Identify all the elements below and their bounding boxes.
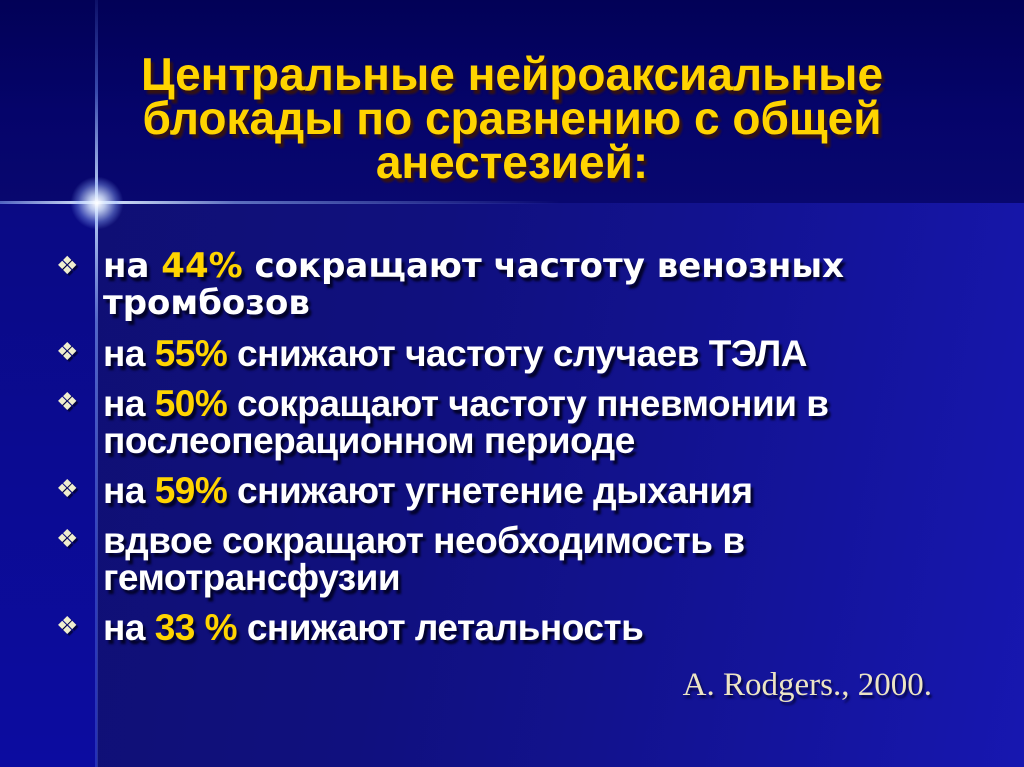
diamond-bullet-icon: ❖ [56,388,78,416]
diamond-bullet-icon: ❖ [56,251,79,280]
slide-title-line-2: блокады по сравнению с общей [142,92,882,144]
flare-horizontal-line [0,201,560,204]
bullet-text: на 44% сокращают частоту венозных тромбоз… [103,246,845,323]
bullet-list: ❖ на 44% сокращают частоту венозных тромбо… [56,248,968,659]
bullet-item: ❖ на 59% снижают угнетение дыхания [56,472,968,509]
bullet-item: ❖ на 33 % снижают летальность [56,609,968,646]
background-top-band [0,0,1024,203]
diamond-bullet-icon: ❖ [56,338,78,366]
diamond-bullet-icon: ❖ [56,475,78,503]
bullet-text: на 59% снижают угнетение дыхания [103,470,753,511]
diamond-bullet-icon: ❖ [56,525,78,553]
bullet-item: ❖ на 50% сокращают частоту пневмонии в пос… [56,385,968,459]
bullet-item: ❖ на 44% сокращают частоту венозных тромбо… [56,248,968,322]
citation-text: A. Rodgers., 2000. [682,667,932,703]
bullet-text: на 55% снижают частоту случаев ТЭЛА [103,333,807,374]
bullet-item: ❖ на 55% снижают частоту случаев ТЭЛА [56,335,968,372]
bullet-text: на 50% сокращают частоту пневмонии в посл… [103,383,829,461]
diamond-bullet-icon: ❖ [56,612,78,640]
slide-title-line-3: анестезией: [375,136,649,188]
slide-title-line-1: Центральные нейроаксиальные [140,48,884,100]
lens-flare-cross-icon [71,177,123,229]
flare-vertical-line [95,0,98,767]
bullet-text: на 33 % снижают летальность [103,607,644,648]
left-accent-strip [0,203,97,767]
bullet-text: вдвое сокращают необходимость в гемотранс… [103,520,745,598]
bullet-item: ❖ вдвое сокращают необходимость в гемотран… [56,522,968,596]
slide-title: Центральные нейроаксиальные блокады по с… [30,48,994,188]
background-bottom-band [0,203,1024,767]
